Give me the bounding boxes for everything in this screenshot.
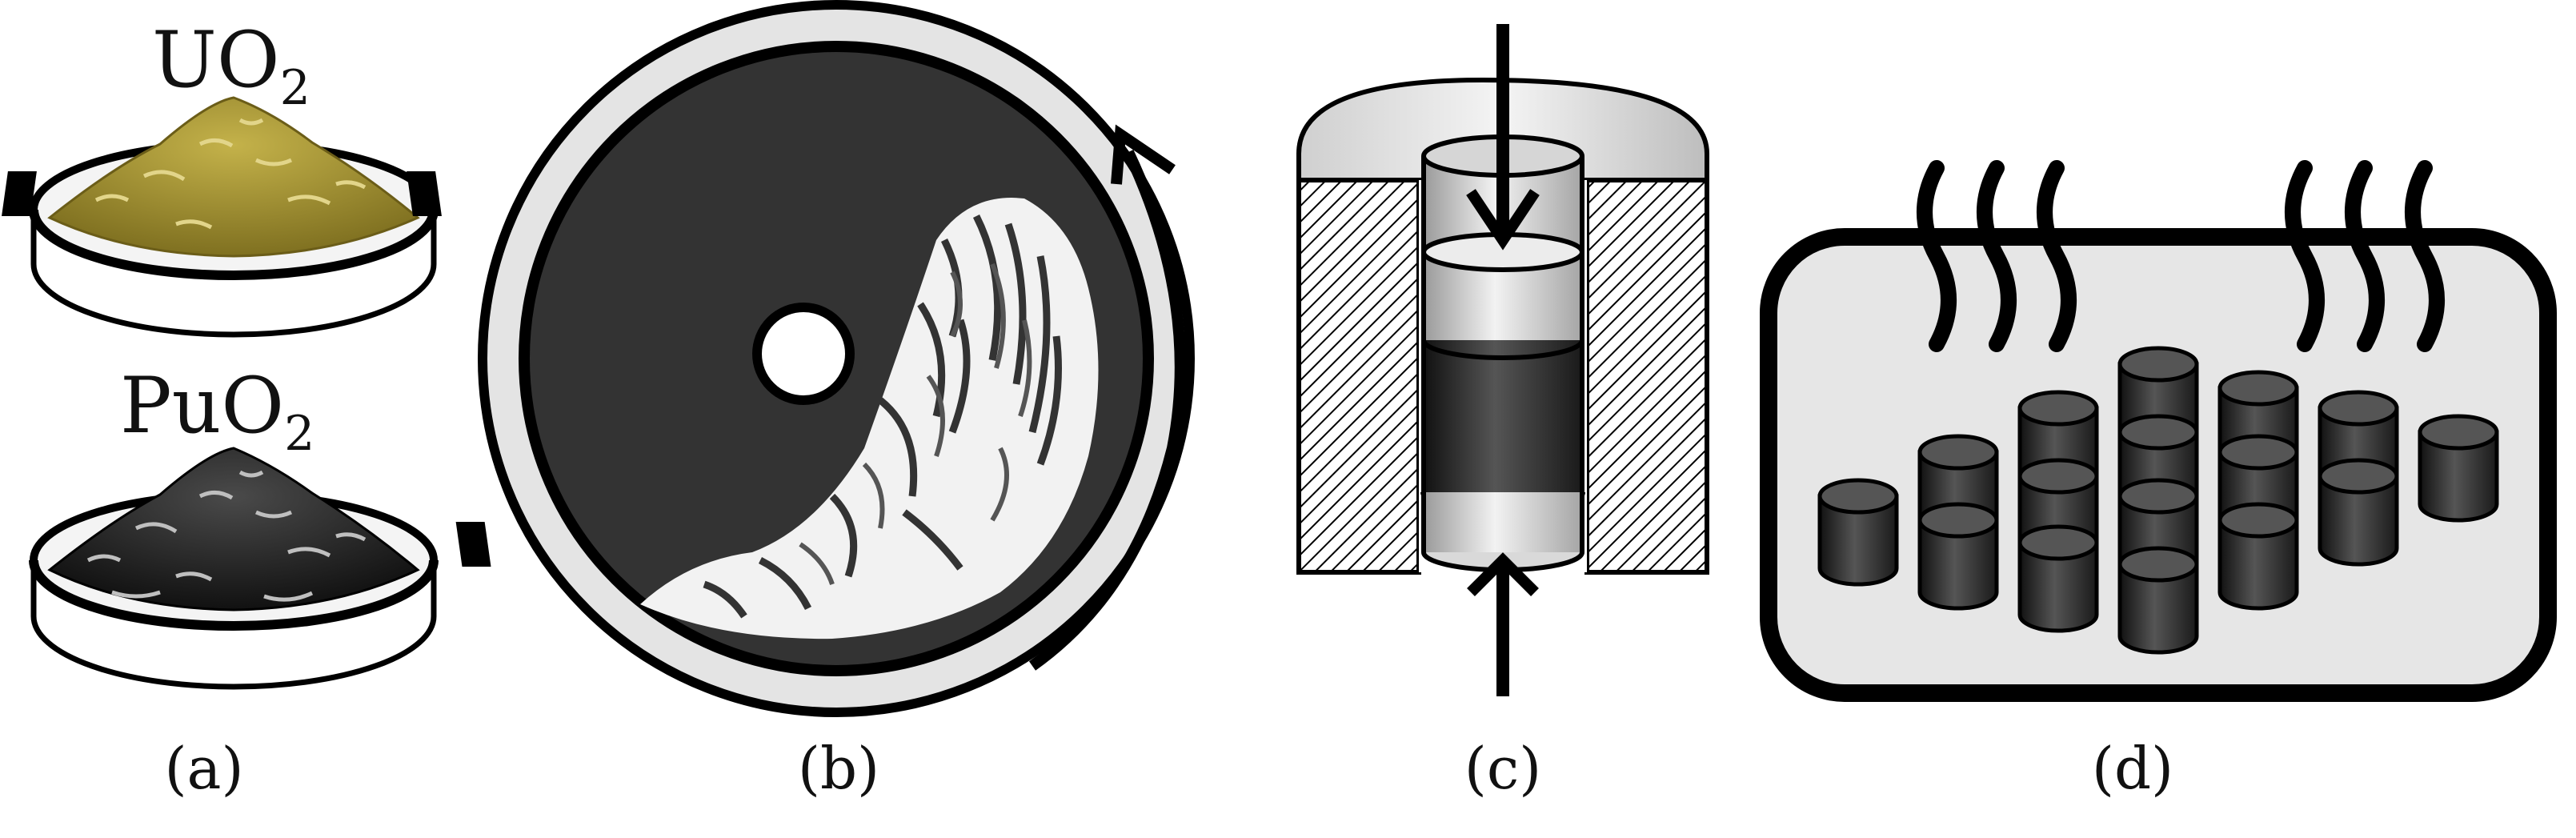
puo2-powder <box>47 447 420 611</box>
rotation-arrowhead <box>1111 124 1176 185</box>
milled-powder <box>640 198 1099 640</box>
sintered-pellet <box>2217 502 2299 611</box>
sintered-pellets <box>1817 346 2499 655</box>
caption-c: (c) <box>1464 735 1542 802</box>
caption-a: (a) <box>164 735 243 802</box>
caption-b: (b) <box>798 735 879 802</box>
rotation-arrow <box>1028 150 1186 671</box>
panel-b: (b) <box>478 0 1195 802</box>
press-die-left-wall <box>1296 178 1421 575</box>
uo2-label: UO2 <box>152 15 310 116</box>
pressed-pellet <box>1420 232 1585 513</box>
sintered-pellet <box>1817 478 1899 587</box>
down-arrowhead <box>1466 189 1540 251</box>
puo2-dish <box>29 447 491 690</box>
heat-wave-icon <box>1917 160 2445 352</box>
panel-c: (c) <box>1296 24 1709 802</box>
panel-d: (d) <box>1760 160 2557 802</box>
uo2-powder <box>47 96 420 258</box>
panel-a: UO2 PuO2 (a) <box>2 15 491 802</box>
puo2-label: PuO2 <box>120 361 314 462</box>
caption-d: (d) <box>2092 735 2173 802</box>
press-die-right-wall <box>1584 178 1709 575</box>
sintered-pellet <box>2117 546 2199 655</box>
lower-punch <box>1421 492 1584 572</box>
up-arrowhead <box>1467 552 1539 596</box>
mill-axle <box>752 303 855 405</box>
sintered-pellet <box>2017 524 2099 633</box>
sintered-pellet <box>2318 458 2399 567</box>
sintered-pellet <box>1917 502 1999 611</box>
uo2-dish <box>2 96 442 338</box>
sintered-pellet <box>2418 414 2499 523</box>
